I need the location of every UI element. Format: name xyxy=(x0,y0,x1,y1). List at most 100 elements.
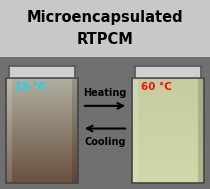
Bar xyxy=(132,131,204,132)
Bar xyxy=(6,98,78,99)
Bar xyxy=(6,96,78,98)
Bar xyxy=(6,156,78,157)
Bar xyxy=(6,103,78,104)
Bar xyxy=(132,115,204,116)
Bar xyxy=(6,167,78,169)
Bar xyxy=(6,139,78,140)
Bar xyxy=(6,178,78,179)
Bar xyxy=(6,164,78,166)
Bar xyxy=(6,78,78,183)
Bar xyxy=(6,131,78,133)
Bar xyxy=(6,84,78,85)
Text: Cooling: Cooling xyxy=(84,137,126,147)
Bar xyxy=(6,169,78,170)
Bar xyxy=(132,103,204,104)
Bar xyxy=(132,106,204,107)
Bar xyxy=(132,157,204,159)
Bar xyxy=(6,153,78,154)
Bar xyxy=(6,160,78,161)
Bar xyxy=(6,160,78,162)
Bar xyxy=(132,179,204,180)
Bar xyxy=(132,146,204,147)
Bar xyxy=(6,117,78,119)
Bar xyxy=(132,95,204,96)
Bar xyxy=(132,152,204,153)
Bar xyxy=(6,85,78,86)
Bar xyxy=(6,89,78,90)
Bar xyxy=(132,89,204,91)
Bar xyxy=(132,124,204,125)
Bar xyxy=(132,110,204,112)
Bar xyxy=(132,132,204,133)
Bar xyxy=(132,96,204,98)
Bar xyxy=(6,105,78,106)
Bar xyxy=(132,174,204,176)
Bar xyxy=(132,164,204,166)
Bar xyxy=(132,156,204,157)
Bar xyxy=(6,166,78,167)
Bar xyxy=(132,174,204,175)
Bar xyxy=(6,130,78,131)
Bar xyxy=(132,108,204,109)
Bar xyxy=(132,122,204,123)
Bar xyxy=(6,174,78,175)
Bar xyxy=(132,130,204,131)
Bar xyxy=(6,180,78,181)
Bar xyxy=(132,111,204,112)
Bar xyxy=(6,122,78,123)
Bar xyxy=(132,182,204,183)
Bar xyxy=(132,133,204,134)
Bar xyxy=(132,177,204,178)
Bar xyxy=(132,180,204,181)
Bar xyxy=(132,159,204,160)
Bar xyxy=(132,104,204,105)
Bar xyxy=(132,167,204,168)
Bar xyxy=(6,154,78,155)
Bar xyxy=(6,177,78,178)
Bar xyxy=(132,82,204,84)
Bar xyxy=(132,105,204,107)
Bar xyxy=(132,122,204,124)
Bar xyxy=(6,140,78,141)
Bar xyxy=(6,127,78,129)
Bar xyxy=(6,81,78,82)
Bar xyxy=(132,170,204,171)
Bar xyxy=(132,100,204,101)
Bar xyxy=(72,78,78,183)
Text: 60 °C: 60 °C xyxy=(141,82,172,92)
Bar xyxy=(132,165,204,167)
Bar xyxy=(6,126,78,128)
Bar xyxy=(6,175,78,176)
Bar xyxy=(6,101,78,102)
Bar xyxy=(6,116,78,117)
Bar xyxy=(6,77,78,79)
Bar xyxy=(6,101,78,102)
Bar xyxy=(6,110,78,111)
Bar xyxy=(6,135,78,136)
Bar xyxy=(132,155,204,156)
Bar xyxy=(6,113,78,114)
Bar xyxy=(132,89,204,90)
Text: Microencapsulated: Microencapsulated xyxy=(27,9,183,25)
Bar xyxy=(6,129,78,131)
Bar xyxy=(6,150,78,151)
Bar xyxy=(6,134,78,135)
Bar xyxy=(132,81,204,82)
Bar xyxy=(132,86,204,88)
Bar xyxy=(132,147,204,148)
Bar xyxy=(0,0,210,57)
Bar xyxy=(132,105,204,106)
Bar xyxy=(6,129,78,130)
Bar xyxy=(6,118,78,119)
Bar xyxy=(132,129,204,131)
Bar xyxy=(132,175,204,176)
Bar xyxy=(6,128,78,129)
Bar xyxy=(132,143,204,145)
Bar xyxy=(6,136,78,138)
Bar xyxy=(132,142,204,143)
Bar xyxy=(132,80,204,81)
Bar xyxy=(132,177,204,178)
Bar xyxy=(6,157,78,159)
Bar xyxy=(132,79,204,81)
Bar xyxy=(132,179,204,180)
